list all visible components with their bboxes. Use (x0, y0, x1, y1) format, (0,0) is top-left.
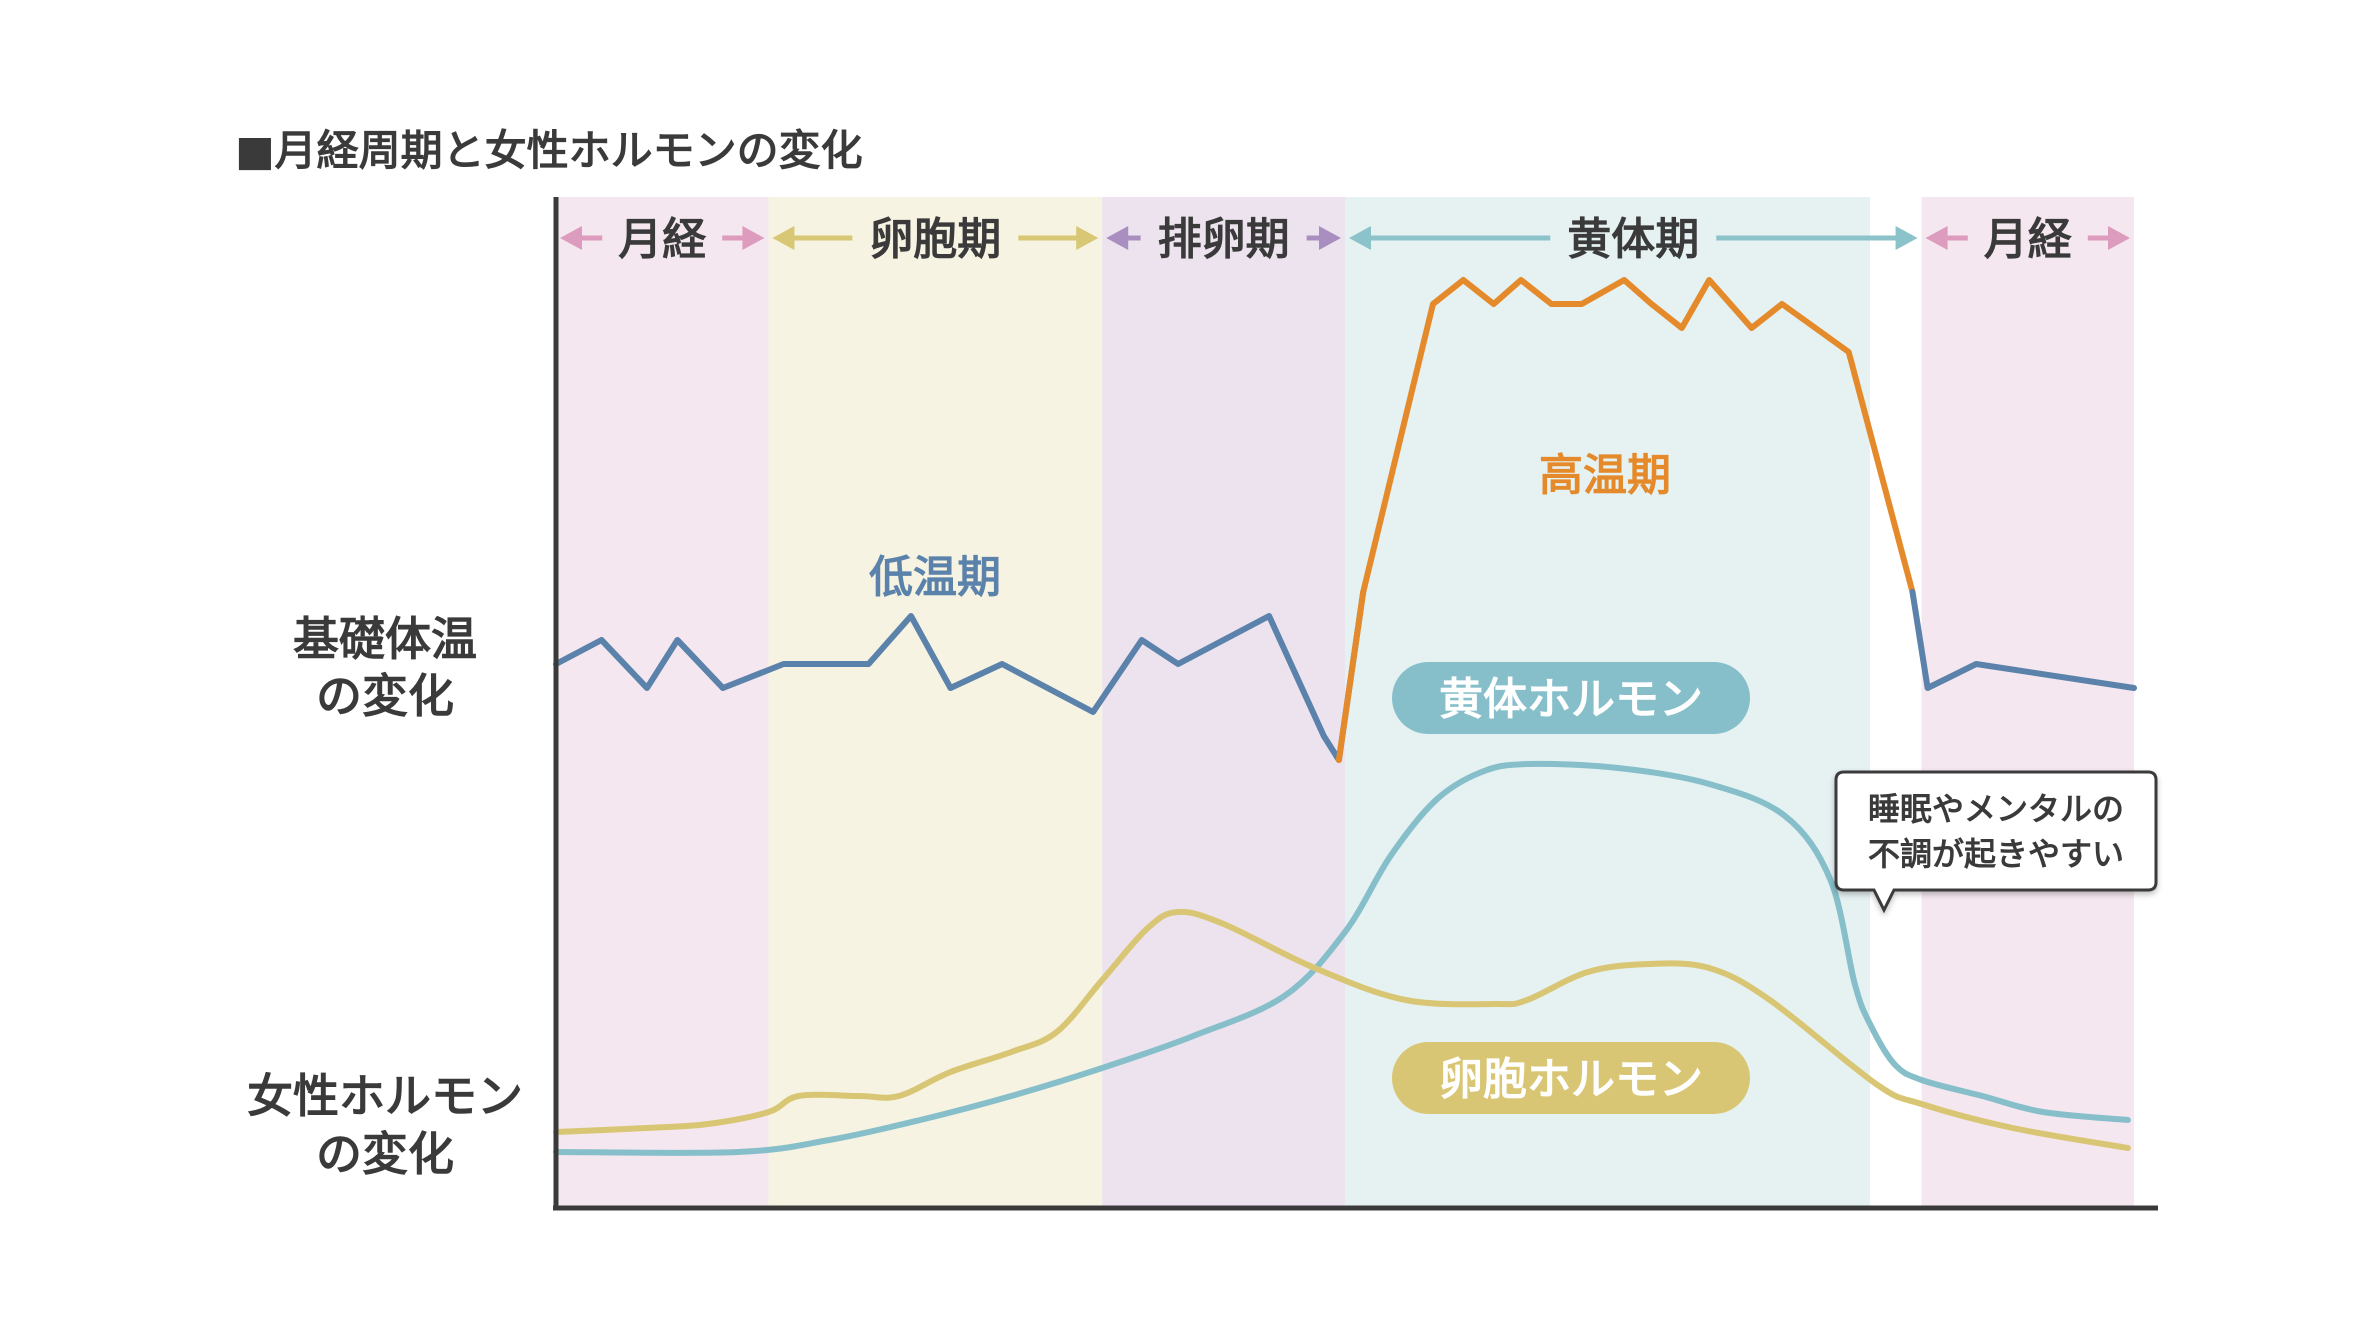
series-lines (553, 277, 2137, 1156)
high-temp-label: 高温期 (1539, 450, 1671, 501)
phase-arrow-head (1319, 226, 1341, 250)
estrogen-line (553, 908, 2131, 1151)
phase-arrow-head (1895, 226, 1918, 250)
phase-arrow-head (742, 226, 765, 250)
estrogen-pill-label: 卵胞ホルモン (1439, 1054, 1703, 1105)
callout-line1: 睡眠やメンタルの (1868, 790, 2124, 828)
temperature-line-high (1335, 277, 1916, 763)
phase-arrow-head (2108, 226, 2130, 250)
phase-label: 卵胞期 (869, 214, 1001, 265)
callout-bubble (1834, 770, 2158, 914)
phase-label: 月経 (1984, 214, 2073, 265)
progesterone-pill-label: 黄体ホルモン (1439, 674, 1703, 725)
phase-arrows: 月経 卵胞期 排卵期 黄体期 月経 (560, 214, 2130, 265)
phase-label: 黄体期 (1567, 214, 1699, 265)
phase-bg (768, 197, 1103, 1206)
phase-bg (1921, 197, 2134, 1206)
phase-label: 月経 (618, 214, 707, 265)
phase-label: 排卵期 (1158, 214, 1290, 265)
temp-ylabel-line2: の変化 (316, 669, 454, 723)
callout-line2: 不調が起きやすい (1868, 835, 2124, 873)
progesterone-line (553, 760, 2131, 1156)
temperature-line-low (553, 589, 1367, 763)
phase-bg (1102, 197, 1345, 1206)
phase-arrow-head (560, 226, 582, 250)
hormone-ylabel-line1: 女性ホルモン (247, 1069, 523, 1123)
phase-arrow-head (1925, 226, 1948, 250)
temperature-line-low-after (1909, 589, 2137, 691)
phase-arrow-head (1076, 226, 1099, 250)
callout-box: 睡眠やメンタルの 不調が起きやすい (1834, 770, 2158, 914)
phase-bg (556, 197, 769, 1206)
temp-ylabel-line1: 基礎体温 (293, 612, 477, 666)
phase-arrow-head (772, 226, 795, 250)
progesterone-pill: 黄体ホルモン (1392, 662, 1750, 734)
low-temp-label: 低温期 (869, 552, 1001, 603)
estrogen-pill: 卵胞ホルモン (1392, 1042, 1750, 1114)
phase-arrow-head (1349, 226, 1371, 250)
phase-backgrounds (556, 197, 2134, 1206)
progesterone-pill-bg (1392, 662, 1750, 734)
hormone-ylabel-line2: の変化 (316, 1127, 454, 1181)
estrogen-pill-bg (1392, 1042, 1750, 1114)
phase-arrow-head (1106, 226, 1129, 250)
chart-title: ■月経周期と女性ホルモンの変化 (235, 126, 863, 175)
